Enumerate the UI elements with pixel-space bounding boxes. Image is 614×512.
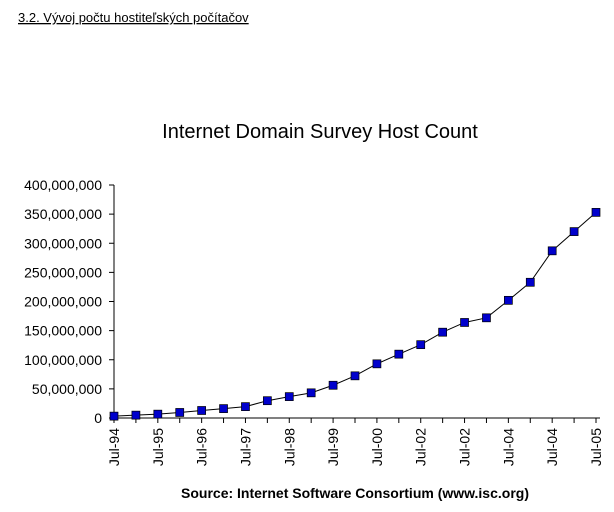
- x-tick-label: Jul-96: [194, 428, 210, 466]
- marker: [504, 295, 513, 305]
- marker: [131, 410, 141, 420]
- y-tick-label: 400,000,000: [24, 177, 102, 193]
- y-tick-label: 50,000,000: [32, 381, 102, 397]
- marker: [482, 313, 491, 323]
- y-tick-label: 250,000,000: [24, 264, 102, 280]
- x-tick-label: Jul-00: [369, 428, 385, 466]
- x-tick-label: Jul-94: [106, 428, 122, 466]
- x-tick-label: Jul-99: [325, 428, 341, 466]
- marker: [219, 404, 228, 413]
- marker: [547, 246, 557, 256]
- y-tick-label: 0: [94, 410, 102, 426]
- marker: [394, 349, 404, 359]
- x-tick-label: Jul-04: [544, 428, 560, 466]
- marker: [438, 327, 447, 337]
- marker: [153, 409, 163, 419]
- marker: [328, 380, 338, 390]
- x-tick-label: Jul-95: [150, 428, 166, 466]
- x-tick-label: Jul-05: [588, 428, 604, 466]
- y-tick-label: 150,000,000: [24, 323, 102, 339]
- marker: [416, 340, 426, 350]
- marker: [306, 388, 316, 398]
- marker: [569, 227, 579, 236]
- y-tick-label: 100,000,000: [24, 352, 102, 368]
- line: [113, 212, 597, 417]
- chart-title: Internet Domain Survey Host Count: [162, 121, 478, 143]
- marker: [109, 411, 119, 421]
- x-tick-label: Jul-04: [500, 428, 516, 466]
- marker: [525, 277, 535, 287]
- y-tick-label: 300,000,000: [24, 235, 102, 251]
- marker: [175, 408, 185, 417]
- marker: [591, 208, 601, 217]
- marker: [284, 392, 294, 401]
- x-tick-label: Jul-02: [413, 428, 429, 466]
- marker: [263, 396, 272, 406]
- heading: 3.2. Vývoj počtu hostiteľských počítačov: [18, 10, 249, 25]
- y-tick-label: 350,000,000: [24, 206, 102, 222]
- x-tick-label: Jul-97: [237, 428, 253, 466]
- marker: [460, 318, 469, 327]
- marker: [241, 402, 250, 411]
- marker: [350, 371, 360, 381]
- y-tick-label: 200,000,000: [24, 294, 102, 310]
- marker: [197, 406, 206, 415]
- x-tick-label: Jul-02: [457, 428, 473, 466]
- marker: [372, 359, 382, 369]
- x-axis-label: Source: Internet Software Consortium (ww…: [181, 485, 529, 501]
- x-tick-label: Jul-98: [281, 428, 297, 466]
